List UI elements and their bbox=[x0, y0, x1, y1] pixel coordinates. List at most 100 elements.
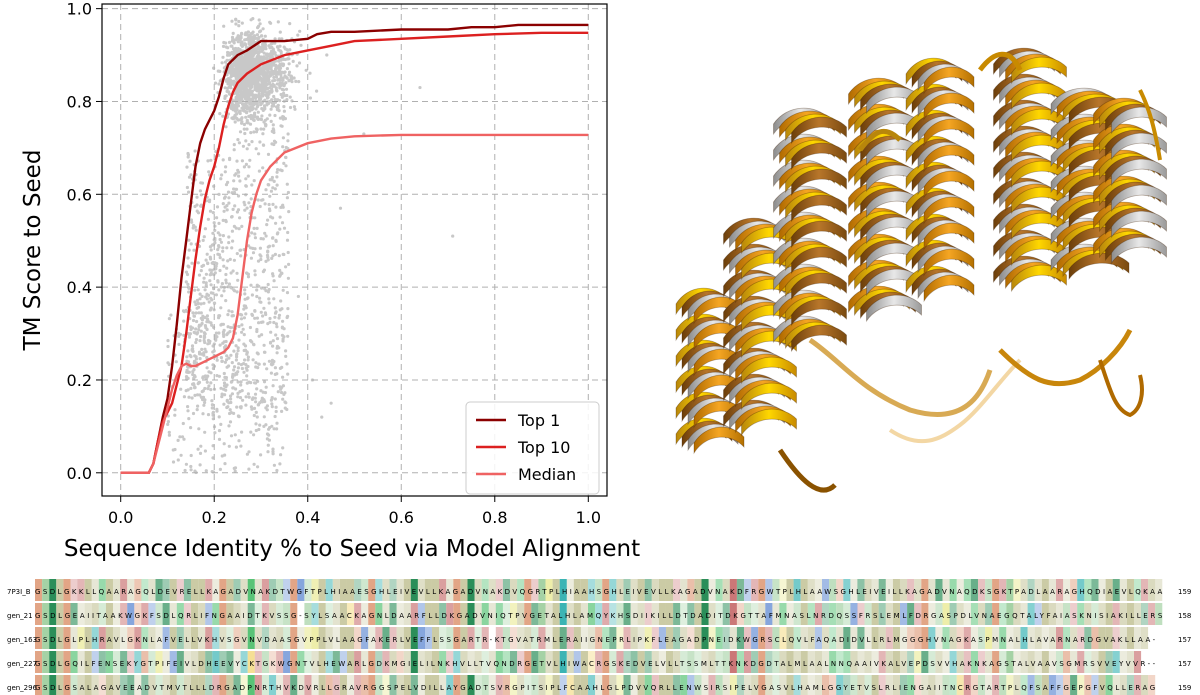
scatter-point bbox=[256, 198, 260, 202]
scatter-point bbox=[219, 177, 223, 181]
scatter-point bbox=[252, 413, 256, 418]
scatter-point bbox=[281, 337, 285, 341]
scatter-point bbox=[261, 27, 265, 31]
alignment-cell bbox=[474, 579, 482, 601]
scatter-point bbox=[193, 300, 197, 304]
scatter-point bbox=[253, 216, 257, 220]
scatter-point bbox=[231, 374, 235, 378]
scatter-point bbox=[169, 313, 173, 317]
scatter-point bbox=[278, 116, 282, 120]
scatter-point bbox=[196, 447, 200, 451]
scatter-point bbox=[225, 405, 229, 410]
scatter-point bbox=[231, 82, 235, 86]
scatter-point bbox=[234, 18, 238, 22]
alignment-cell bbox=[389, 627, 397, 649]
scatter-point bbox=[249, 283, 253, 287]
legend-label: Top 1 bbox=[517, 411, 560, 430]
scatter-point bbox=[166, 422, 170, 426]
alignment-cell bbox=[1091, 579, 1099, 601]
alignment-cell bbox=[956, 651, 964, 673]
alignment-cell bbox=[658, 651, 666, 673]
scatter-point bbox=[261, 314, 265, 318]
alignment-cell bbox=[623, 627, 631, 649]
alignment-cell bbox=[1006, 579, 1014, 601]
alignment-cell bbox=[261, 627, 269, 649]
scatter-point bbox=[265, 404, 269, 408]
alignment-cell bbox=[368, 603, 376, 625]
alignment-cell bbox=[1084, 675, 1092, 695]
alignment-cell bbox=[120, 579, 128, 601]
alignment-cell bbox=[368, 675, 376, 695]
scatter-point bbox=[199, 395, 203, 399]
scatter-point bbox=[204, 283, 208, 287]
scatter-point bbox=[279, 453, 283, 457]
scatter-point bbox=[278, 78, 283, 82]
scatter-point bbox=[262, 343, 266, 347]
alignment-cell bbox=[290, 579, 298, 601]
scatter-point bbox=[273, 59, 277, 63]
scatter-point bbox=[252, 406, 257, 410]
scatter-point bbox=[256, 110, 260, 114]
alignment-cell bbox=[531, 579, 539, 601]
alignment-cell bbox=[999, 579, 1007, 601]
alignment-cell bbox=[722, 651, 730, 673]
alignment-cell bbox=[1155, 579, 1163, 601]
axis-ticks: 0.0 0.2 0.4 0.6 0.8 1.00.00.20.40.60.81.0 bbox=[67, 0, 601, 527]
alignment-cell bbox=[1013, 651, 1021, 673]
scatter-point bbox=[227, 424, 231, 428]
scatter-point bbox=[288, 22, 292, 26]
alignment-cell bbox=[970, 603, 978, 625]
alignment-cell bbox=[1056, 603, 1064, 625]
alignment-cell bbox=[1063, 651, 1071, 673]
scatter-point bbox=[220, 61, 224, 65]
scatter-point bbox=[269, 62, 274, 66]
scatter-point bbox=[219, 356, 223, 360]
alignment-cell bbox=[439, 651, 447, 673]
alignment-cell bbox=[183, 627, 191, 649]
alignment-cell bbox=[1013, 579, 1021, 601]
alignment-cell bbox=[573, 603, 581, 625]
alignment-cell bbox=[1112, 675, 1120, 695]
alignment-cell bbox=[644, 579, 652, 601]
scatter-point bbox=[239, 254, 243, 258]
scatter-point bbox=[255, 226, 259, 230]
alignment-cell bbox=[921, 603, 929, 625]
scatter-point bbox=[199, 302, 203, 306]
scatter-point bbox=[210, 243, 214, 247]
scatter-point bbox=[197, 328, 201, 332]
scatter-point bbox=[277, 316, 281, 320]
scatter-point bbox=[237, 439, 241, 443]
scatter-point bbox=[258, 140, 262, 144]
scatter-point bbox=[230, 392, 234, 396]
scatter-point bbox=[271, 339, 275, 343]
scatter-point bbox=[205, 314, 209, 318]
scatter-point bbox=[210, 406, 214, 410]
alignment-cell bbox=[1119, 627, 1127, 649]
scatter-point bbox=[266, 443, 270, 447]
alignment-cell bbox=[666, 579, 674, 601]
y-tick-label: 0.0 bbox=[67, 464, 92, 483]
scatter-point bbox=[176, 438, 180, 442]
alignment-cell bbox=[531, 603, 539, 625]
scatter-point bbox=[222, 402, 226, 406]
scatter-point bbox=[246, 30, 250, 34]
alignment-cell bbox=[680, 651, 688, 673]
alignment-cell bbox=[56, 603, 64, 625]
loop-8 bbox=[1138, 89, 1162, 161]
alignment-cell bbox=[1091, 651, 1099, 673]
alignment-cell bbox=[304, 627, 312, 649]
scatter-point bbox=[231, 386, 235, 390]
alignment-cell bbox=[538, 675, 546, 695]
scatter-point bbox=[243, 208, 247, 212]
alignment-cell bbox=[460, 627, 468, 649]
loop-5 bbox=[777, 448, 837, 493]
scatter-point bbox=[240, 21, 244, 25]
alignment-cell bbox=[98, 603, 106, 625]
scatter-point bbox=[186, 349, 190, 353]
scatter-point bbox=[198, 297, 202, 301]
alignment-cell bbox=[1105, 627, 1113, 649]
alignment-cell bbox=[552, 579, 560, 601]
alignment-cell bbox=[105, 603, 113, 625]
alignment-cell bbox=[1148, 675, 1156, 695]
scatter-point bbox=[264, 78, 268, 82]
